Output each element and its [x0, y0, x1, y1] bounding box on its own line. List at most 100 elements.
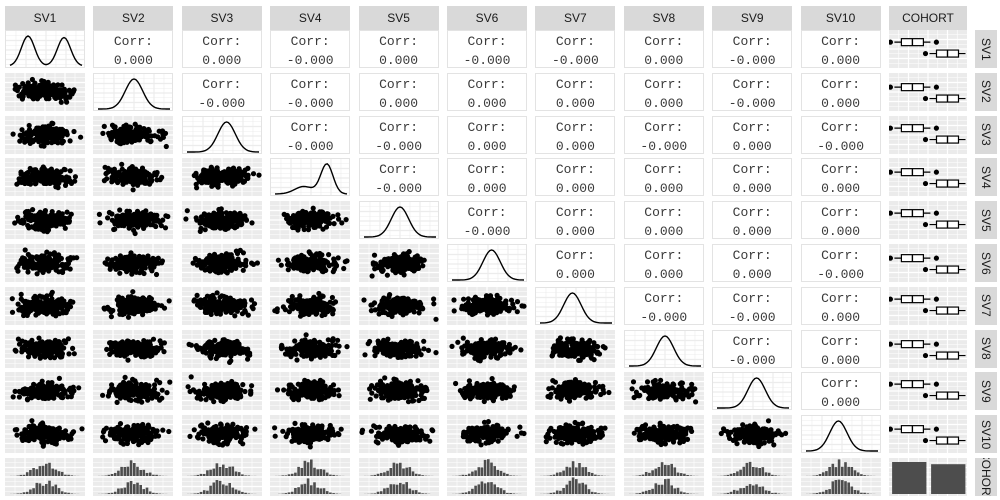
histogram-panel-r11-c8 — [623, 458, 704, 496]
corr-label: Corr: — [555, 248, 595, 263]
density-curve — [540, 292, 613, 324]
corr-label: Corr: — [732, 119, 772, 135]
boxplot — [922, 351, 966, 360]
corr-panel-r4-c10: Corr: 0.000 — [800, 158, 881, 197]
density-curve — [805, 420, 878, 452]
scatter-points — [187, 420, 258, 448]
corr-value: -0.000 — [728, 352, 776, 368]
scatter-panel-r4-c1 — [5, 158, 85, 197]
cohort-bar — [892, 462, 927, 494]
grid — [889, 286, 967, 325]
corr-value: -0.000 — [375, 181, 422, 197]
scatter-points — [360, 291, 439, 322]
scatter-points — [272, 290, 339, 319]
scatter-panel-r9-c3 — [181, 372, 262, 411]
corr-value: -0.000 — [463, 53, 511, 68]
corr-label: Corr: — [644, 205, 684, 221]
density-curve — [98, 78, 171, 110]
scatter-points — [186, 336, 253, 365]
column-strip-sv8: SV8 — [623, 6, 704, 30]
scatter-panel-r6-c2 — [93, 244, 174, 282]
histogram-bars — [10, 462, 80, 494]
scatter-points — [281, 205, 349, 233]
histogram-bars — [540, 461, 610, 494]
corr-value: 0.000 — [644, 53, 684, 68]
scatter-panel-r10-c2 — [93, 415, 174, 454]
scatter-panel-r6-c5 — [358, 244, 439, 282]
scatter-points — [543, 420, 608, 447]
histogram-bars — [363, 462, 433, 494]
boxplot — [922, 306, 966, 315]
grid — [448, 245, 526, 281]
density-panel-r6-c6 — [447, 244, 527, 282]
density-panel-r4-c4 — [270, 158, 351, 197]
scatter-panel-r5-c1 — [5, 201, 85, 240]
corr-value: 0.000 — [644, 181, 684, 197]
corr-label: Corr: — [821, 333, 861, 349]
boxplot — [922, 436, 966, 445]
histogram-panel-r11-c10 — [800, 458, 881, 496]
scatter-panel-r10-c5 — [358, 415, 439, 454]
grid — [889, 72, 967, 111]
corr-value: 0.000 — [732, 138, 772, 154]
scatter-points — [14, 164, 78, 191]
scatter-panel-r9-c7 — [535, 372, 616, 411]
boxplot-panel-r3-c11 — [889, 115, 967, 154]
corr-value: 0.000 — [467, 138, 507, 154]
corr-panel-r4-c5: Corr: -0.000 — [358, 158, 439, 197]
density-panel-r3-c3 — [181, 115, 262, 154]
scatter-panel-r7-c2 — [93, 286, 174, 325]
corr-panel-r4-c9: Corr: 0.000 — [712, 158, 793, 197]
corr-label: Corr: — [290, 119, 330, 135]
corr-label: Corr: — [379, 34, 419, 49]
corr-label: Corr: — [555, 205, 595, 221]
histogram-bars — [98, 460, 168, 494]
column-strip-sv5: SV5 — [358, 6, 439, 30]
row-strip-sv3: SV3 — [975, 115, 997, 154]
scatter-points — [100, 421, 172, 448]
corr-value: 0.000 — [644, 95, 684, 111]
corr-label: Corr: — [467, 34, 507, 49]
scatter-points — [278, 331, 350, 363]
boxplot — [922, 94, 966, 103]
scatter-panel-r8-c4 — [270, 329, 351, 368]
column-strip-sv7: SV7 — [535, 6, 616, 30]
corr-panel-r2-c9: Corr: -0.000 — [712, 72, 793, 111]
scatter-panel-r10-c9 — [712, 415, 793, 454]
row-strip-cohort: COHORT — [975, 458, 997, 496]
corr-value: 0.000 — [644, 267, 684, 282]
row-strip-sv1: SV1 — [975, 30, 997, 68]
scatter-points — [104, 336, 168, 363]
corr-label: Corr: — [732, 205, 772, 221]
density-curve — [628, 334, 701, 367]
corr-panel-r1-c7: Corr: -0.000 — [535, 30, 616, 68]
corr-value: 0.000 — [555, 267, 595, 282]
column-strip-sv2: SV2 — [93, 6, 174, 30]
boxplot-panel-r1-c11 — [889, 30, 967, 68]
corr-value: 0.000 — [821, 352, 861, 368]
corr-panel-r3-c6: Corr: 0.000 — [447, 115, 527, 154]
scatter-points — [369, 249, 427, 279]
corr-panel-r1-c5: Corr: 0.000 — [358, 30, 439, 68]
scatter-panel-r3-c1 — [5, 115, 85, 154]
scatter-points — [10, 376, 82, 403]
corr-panel-r2-c8: Corr: 0.000 — [623, 72, 704, 111]
density-panel-r10-c10 — [800, 415, 881, 454]
scatter-panel-r7-c4 — [270, 286, 351, 325]
scatter-panel-r8-c2 — [93, 329, 174, 368]
scatter-points — [629, 378, 698, 405]
corr-panel-r9-c10: Corr: 0.000 — [800, 372, 881, 411]
histogram-bars — [628, 462, 699, 494]
corr-label: Corr: — [467, 119, 507, 135]
scatter-points — [275, 249, 350, 275]
histogram-bars — [186, 463, 257, 494]
scatter-panel-r8-c1 — [5, 329, 85, 368]
boxplot — [889, 209, 939, 218]
corr-panel-r2-c6: Corr: 0.000 — [447, 72, 527, 111]
corr-label: Corr: — [467, 205, 507, 221]
corr-panel-r3-c10: Corr: -0.000 — [800, 115, 881, 154]
corr-label: Corr: — [555, 119, 595, 135]
scatter-panel-r6-c3 — [181, 244, 262, 282]
corr-value: 0.000 — [821, 395, 861, 411]
corr-value: 0.000 — [467, 95, 507, 111]
